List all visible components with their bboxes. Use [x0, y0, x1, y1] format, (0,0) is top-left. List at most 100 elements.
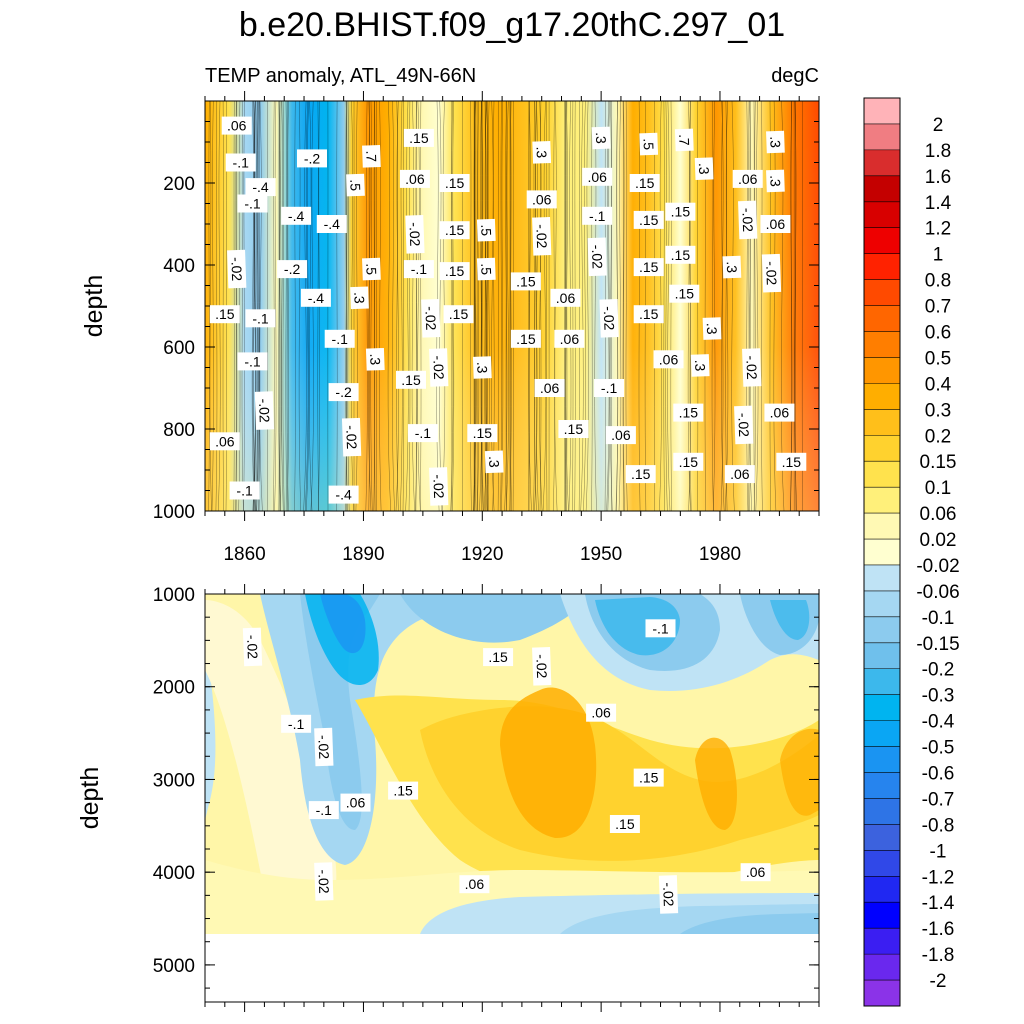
blob-6 — [320, 594, 366, 654]
contour-label-text: .15 — [639, 212, 659, 228]
contour-line — [408, 101, 411, 511]
contour-label-box — [403, 128, 434, 147]
contour-line — [591, 101, 593, 511]
contour-label-text: .06 — [227, 118, 247, 134]
contour-label: .15 — [625, 465, 656, 484]
contour-label: .3 — [472, 356, 492, 379]
contour-label: .15 — [403, 128, 434, 147]
contour-label-box — [734, 405, 754, 445]
upper-plot-area: .06 -.1 -.1 -.2 -.4 -.4 -.4 -.02 -.2 -.4 .15 -.1 -.1… — [205, 101, 819, 511]
contour-label-text: .5 — [347, 179, 363, 191]
contour-label: .3 — [365, 347, 385, 371]
contour-label-text: .15 — [782, 454, 802, 470]
contour-label-text: .06 — [766, 216, 786, 232]
contour-label-box — [722, 255, 742, 279]
contour-label-box — [324, 329, 355, 348]
blob-15 — [595, 597, 680, 656]
contour-label: .15 — [673, 452, 704, 471]
contour-label-box — [407, 424, 438, 443]
contour-label: -.02 — [242, 627, 263, 667]
colorbar-swatch — [864, 383, 900, 410]
colorbar-label: -0.1 — [922, 608, 955, 629]
colorbar-label: -0.8 — [922, 815, 955, 836]
contour-label-text: .15 — [473, 425, 493, 441]
contour-label-box — [732, 169, 763, 188]
contour-label-text: .3 — [534, 146, 550, 158]
upper-panel: .06 -.1 -.1 -.2 -.4 -.4 -.4 -.02 -.2 -.4 .15 -.1 -.1… — [80, 91, 820, 565]
colorbar-swatch — [864, 513, 900, 540]
contour-label-box — [467, 424, 498, 443]
contour-line — [753, 101, 756, 511]
contour-label: .15 — [388, 781, 419, 800]
contour-label-text: -.02 — [589, 244, 606, 269]
colorbar-label: 0.1 — [925, 478, 951, 499]
contour-label-text: -.02 — [533, 224, 550, 249]
contour-label: -.02 — [421, 298, 441, 338]
contour-label: -.1 — [308, 801, 339, 820]
contour-label: .15 — [510, 272, 541, 291]
contour-label-box — [340, 793, 371, 812]
contour-label-text: -.1 — [288, 716, 305, 732]
contour-line — [259, 101, 263, 511]
contour-label-box — [625, 465, 656, 484]
contour-line — [286, 101, 289, 511]
contour-label-text: .06 — [346, 795, 366, 811]
contour-label-box — [459, 875, 490, 894]
contour-label-box — [586, 703, 617, 722]
contour-label: .06 — [724, 465, 755, 484]
contour-label-text: .5 — [363, 263, 379, 275]
contour-label-box — [673, 452, 704, 471]
contour-label-text: -.02 — [533, 654, 550, 679]
contour-line — [439, 101, 443, 511]
colorbar-label: -0.3 — [922, 686, 955, 707]
colorbar-swatch — [864, 461, 900, 488]
contour-line — [472, 101, 476, 511]
lower-contour-labels: -.02 -.1 -.02 -.1 .06 .15 .15 -.02 .06 -.1 .15 .15 -… — [242, 619, 771, 914]
contour-label-box — [738, 200, 758, 240]
contour-label: -.1 — [245, 309, 276, 328]
contour-label-text: -.1 — [233, 155, 250, 171]
contour-line — [481, 101, 484, 511]
lower-y-axis-label: depth — [76, 767, 104, 830]
contour-line — [278, 101, 281, 511]
contour-label: .5 — [362, 257, 381, 281]
contour-line — [215, 101, 218, 511]
contour-label-text: -.02 — [315, 735, 332, 760]
lower-panel: -.02 -.1 -.02 -.1 .06 .15 .15 -.02 .06 -.1 .15 .15 -… — [76, 584, 820, 1012]
contour-label-text: .06 — [587, 169, 607, 185]
contour-label-text: .06 — [770, 405, 790, 421]
contour-label-text: .15 — [516, 273, 536, 289]
colorbar-swatch — [864, 149, 900, 177]
contour-label-box — [328, 383, 359, 402]
contour-label: -.2 — [277, 260, 308, 279]
contour-line — [255, 101, 258, 511]
colorbar-label: 1.6 — [925, 167, 951, 188]
contour-label-box — [702, 317, 722, 340]
contour-label-text: .3 — [767, 136, 783, 148]
contour-label-text: -.02 — [739, 208, 756, 233]
contour-label-text: .06 — [215, 433, 235, 449]
contour-label-box — [742, 348, 762, 387]
colorbar-swatch — [864, 487, 900, 514]
contour-label-box — [399, 169, 430, 188]
colorbar-swatch — [864, 590, 900, 618]
colorbar: 2 1.8 1.6 1.4 1.2 1 0.8 0.7 0.6 0.5 0.4 0.3 0.2 0.15 0… — [863, 97, 960, 1007]
colorbar-label: -1 — [930, 841, 947, 862]
blob-17 — [770, 600, 810, 640]
contour-label-text: -.1 — [589, 208, 606, 224]
contour-label-text: .3 — [692, 359, 708, 371]
x-tick-label: 1860 — [223, 544, 265, 565]
contour-label-box — [764, 403, 795, 422]
contour-label-box — [766, 169, 785, 193]
contour-label: .3 — [591, 126, 611, 150]
contour-label: -.4 — [300, 288, 331, 307]
colorbar-label: -0.15 — [916, 634, 959, 655]
contour-label-box — [665, 245, 696, 264]
contour-line — [278, 101, 282, 511]
contour-line — [480, 101, 484, 511]
contour-label-text: .06 — [730, 466, 750, 482]
colorbar-label: 0.2 — [925, 426, 951, 447]
contour-label-text: .06 — [591, 705, 611, 721]
contour-label-box — [629, 174, 660, 192]
